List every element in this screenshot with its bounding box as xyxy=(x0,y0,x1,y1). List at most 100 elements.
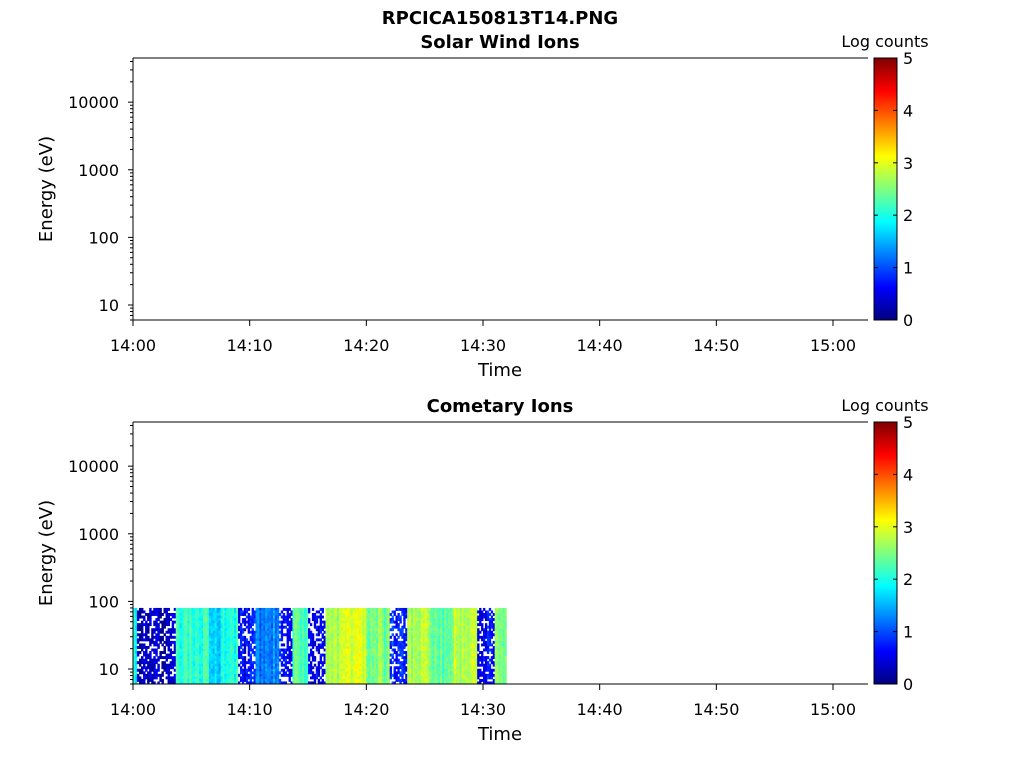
spectrogram-cell xyxy=(298,618,301,622)
spectrogram-cell xyxy=(407,676,410,680)
spectrogram-cell xyxy=(337,661,340,665)
spectrogram-cell xyxy=(448,673,451,677)
spectrogram-cell xyxy=(461,663,464,667)
spectrogram-cell xyxy=(253,673,256,677)
spectrogram-cell xyxy=(288,648,291,652)
spectrogram-cell xyxy=(467,661,470,665)
spectrogram-cell xyxy=(459,640,463,644)
spectrogram-cell xyxy=(366,668,369,672)
spectrogram-cell xyxy=(451,625,455,629)
spectrogram-cell xyxy=(403,678,406,682)
spectrogram-cell xyxy=(461,653,464,657)
spectrogram-cell xyxy=(136,645,140,649)
spectrogram-cell xyxy=(134,615,138,619)
spectrogram-cell xyxy=(455,656,459,660)
spectrogram-cell xyxy=(426,640,429,644)
spectrogram-cell xyxy=(304,676,307,680)
spectrogram-cell xyxy=(280,635,284,639)
spectrogram-cell xyxy=(477,668,480,672)
spectrogram-cell xyxy=(206,615,210,619)
spectrogram-cell xyxy=(282,673,286,677)
spectrogram-cell xyxy=(420,656,424,660)
spectrogram-cell xyxy=(197,643,200,647)
spectrogram-cell xyxy=(179,678,183,682)
spectrogram-cell xyxy=(467,633,470,637)
spectrogram-cell xyxy=(161,625,164,629)
spectrogram-cell xyxy=(195,615,198,619)
spectrogram-cell xyxy=(193,618,196,622)
spectrogram-cell xyxy=(444,648,447,652)
spectrogram-cell xyxy=(356,668,359,672)
spectrogram-cell xyxy=(364,625,367,629)
spectrogram-cell xyxy=(395,661,398,665)
spectrogram-cell xyxy=(203,653,206,657)
spectrogram-cell xyxy=(350,676,354,680)
spectrogram-cell xyxy=(161,678,164,682)
spectrogram-cell xyxy=(218,681,221,685)
spectrogram-cell xyxy=(401,633,404,637)
spectrogram-cell xyxy=(189,656,192,660)
spectrogram-cell xyxy=(459,661,463,665)
spectrogram-cell xyxy=(366,648,369,652)
spectrogram-cell xyxy=(313,676,317,680)
spectrogram-cell xyxy=(346,668,350,672)
spectrogram-cell xyxy=(191,661,194,665)
spectrogram-cell xyxy=(265,678,268,682)
spectrogram-cell xyxy=(383,643,387,647)
spectrogram-cell xyxy=(325,638,328,642)
spectrogram-cell xyxy=(265,676,268,680)
spectrogram-cell xyxy=(366,620,369,624)
spectrogram-cell xyxy=(471,668,474,672)
spectrogram-cell xyxy=(267,671,270,675)
spectrogram-cell xyxy=(360,663,363,667)
spectrogram-cell xyxy=(149,620,152,624)
spectrogram-cell xyxy=(193,643,196,647)
spectrogram-cell xyxy=(155,613,158,616)
spectrogram-cell xyxy=(424,613,428,616)
spectrogram-cell xyxy=(444,633,447,637)
spectrogram-cell xyxy=(475,648,478,652)
spectrogram-cell xyxy=(138,638,142,642)
spectrogram-cell xyxy=(376,653,379,657)
spectrogram-cell xyxy=(167,628,171,632)
spectrogram-cell xyxy=(362,658,365,662)
spectrogram-cell xyxy=(481,643,484,647)
spectrogram-cell xyxy=(306,607,309,611)
spectrogram-cell xyxy=(220,678,223,682)
spectrogram-cell xyxy=(362,668,365,672)
spectrogram-cell xyxy=(220,613,223,616)
spectrogram-cell xyxy=(469,678,472,682)
spectrogram-cell xyxy=(469,651,472,654)
spectrogram-cell xyxy=(315,638,319,642)
spectrogram-cell xyxy=(477,673,480,677)
colorbar-tick-label: 5 xyxy=(903,49,913,68)
spectrogram-cell xyxy=(344,607,348,611)
spectrogram-cell xyxy=(343,661,346,665)
spectrogram-cell xyxy=(407,681,410,685)
spectrogram-cell xyxy=(449,623,453,627)
spectrogram-cell xyxy=(370,658,373,662)
spectrogram-cell xyxy=(420,681,424,685)
spectrogram-cell xyxy=(428,635,431,639)
spectrogram-cell xyxy=(274,648,278,652)
spectrogram-cell xyxy=(265,640,268,644)
spectrogram-cell xyxy=(302,653,305,657)
spectrogram-cell xyxy=(306,648,309,652)
spectrogram-cell xyxy=(366,623,369,627)
spectrogram-cell xyxy=(203,623,206,627)
spectrogram-cell xyxy=(263,645,266,649)
spectrogram-cell xyxy=(259,676,262,680)
spectrogram-cell xyxy=(387,633,391,637)
spectrogram-cell xyxy=(238,673,241,677)
spectrogram-cell xyxy=(267,678,270,682)
spectrogram-cell xyxy=(232,630,235,634)
spectrogram-cell xyxy=(465,678,468,682)
spectrogram-cell xyxy=(241,610,245,614)
spectrogram-cell xyxy=(222,610,225,614)
spectrogram-cell xyxy=(348,643,352,647)
spectrogram-cell xyxy=(290,640,293,644)
spectrogram-cell xyxy=(387,610,391,614)
plot-frame xyxy=(133,58,868,320)
spectrogram-cell xyxy=(475,613,478,616)
spectrogram-cell xyxy=(473,651,476,654)
